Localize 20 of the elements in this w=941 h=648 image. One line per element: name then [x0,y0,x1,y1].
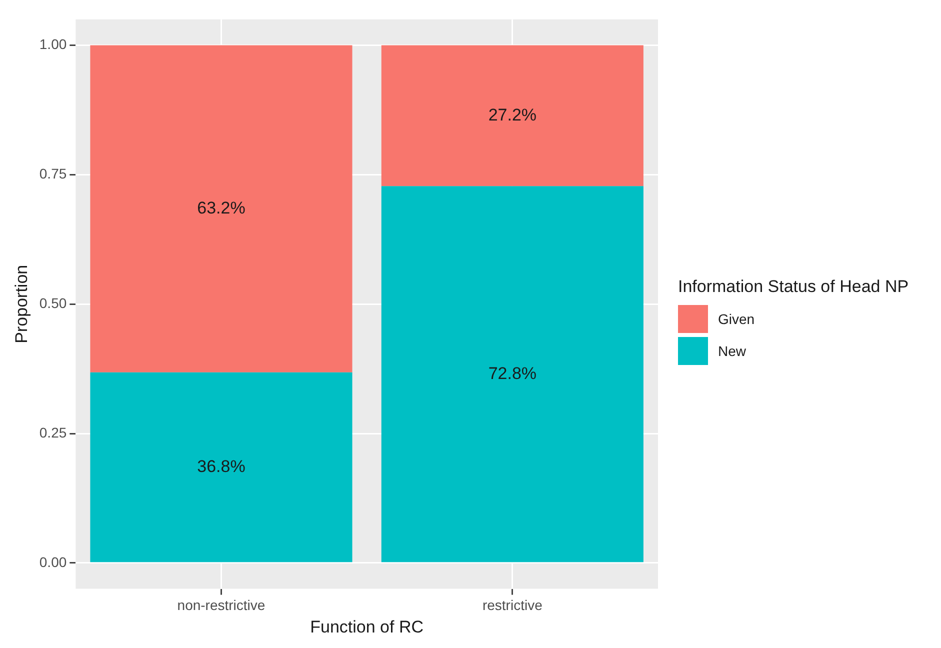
data-label: 63.2% [197,198,246,218]
bar [381,45,644,186]
y-tick-label: 0.75 [39,166,67,182]
y-tick-label: 0.00 [39,554,67,570]
bar [90,45,352,372]
bar [90,372,352,562]
data-label: 36.8% [197,456,246,476]
x-axis-title: Function of RC [310,617,424,636]
x-tick-label: non-restrictive [177,597,266,614]
data-label: 27.2% [488,105,537,124]
bar [381,186,644,562]
data-label: 72.8% [488,364,537,383]
y-axis-title: Proportion [12,264,31,344]
legend-label: New [718,343,746,359]
y-tick-label: 0.25 [39,424,67,440]
legend-title: Information Status of Head NP [678,277,909,297]
y-tick-label: 0.50 [39,294,67,311]
y-tick-label: 1.00 [39,36,67,52]
legend-label: Given [718,311,755,327]
x-tick-label: restrictive [482,597,543,614]
